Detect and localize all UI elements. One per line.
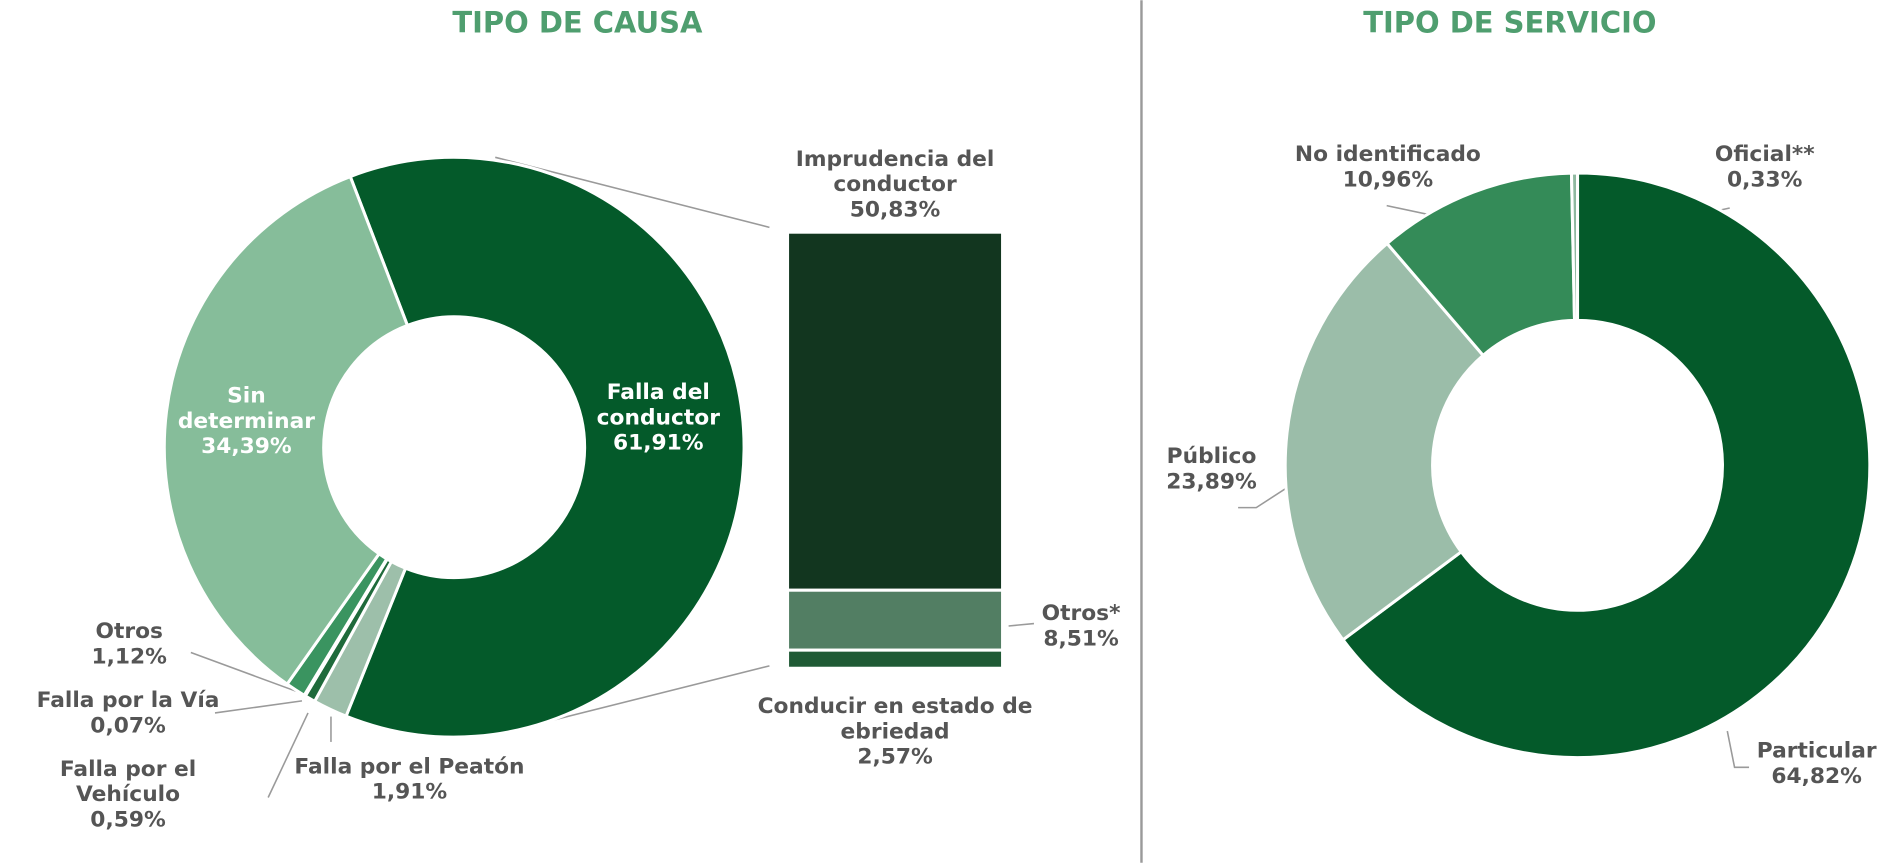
pie-slice [1384,171,1577,358]
label-name: Imprudencia del conductor [795,145,995,197]
label-value: 23,89% [1166,468,1257,495]
label-value: 50,83% [849,196,941,222]
label-value: 61,91% [613,429,704,456]
label-value: 64,82% [1771,763,1862,790]
data-label: Otros*8,51% [1027,572,1136,681]
label-box: Otros 1,12% [57,590,202,699]
label-value: 0,59% [90,806,166,832]
label-name: No identificado [1294,141,1481,167]
pie-slice [1569,171,1580,322]
label-box: Público 23,89% [1145,415,1278,524]
label-name: Particular [1756,738,1877,764]
label-box: Falla del conductor 61,91% [580,363,737,472]
bar-segment [786,230,1005,592]
pie-slice [344,155,746,739]
label-name: Conducir en estado de ebriedad [757,693,1033,744]
label-name: Falla por el Vehículo [59,755,197,807]
label-name: Otros [95,618,163,645]
label-name: Falla del conductor [596,378,720,430]
label-value: 0,33% [1727,166,1803,193]
label-box: No identificado 10,96% [1267,113,1509,222]
label-value: 10,96% [1342,166,1434,193]
label-name: Oficial** [1714,141,1815,167]
label-box: Conducir en estado de ebriedad 2,57% [756,677,1034,786]
label-box: Particular 64,82% [1738,709,1894,818]
chart-title: TIPO DE SERVICIO [1363,5,1656,39]
label-name: Sin determinar [177,382,315,434]
label-box: Falla por la Vía 0,07% [7,659,249,768]
label-value: 34,39% [201,433,292,459]
label-name: Otros* [1041,600,1121,626]
pie-slice [1283,241,1486,642]
pie-slice [162,174,410,687]
label-box: Otros* 8,51% [1027,572,1136,681]
label-value: 2,57% [857,743,933,770]
label-name: Público [1166,443,1257,469]
label-box: Falla por el Vehículo 0,59% [7,740,249,849]
label-value: 1,91% [371,779,448,805]
bar-segment [786,648,1005,670]
label-value: 1,12% [91,644,167,670]
label-box: Oficial** 0,33% [1692,113,1837,222]
label-value: 8,51% [1043,625,1119,652]
bar-segment [786,588,1005,652]
label-name: Falla por el Peatón [294,754,525,780]
label-name: Falla por la Vía [36,687,220,713]
label-box: Sin determinar 34,39% [168,366,325,475]
label-box: Imprudencia del conductor 50,83% [786,130,1003,239]
label-box: Falla por el Peatón 1,91% [289,725,531,834]
data-label: Oficial**0,33% [1692,113,1837,222]
label-value: 0,07% [90,712,166,739]
chart-title: TIPO DE CAUSA [452,5,703,39]
pie-slice [1340,171,1872,760]
